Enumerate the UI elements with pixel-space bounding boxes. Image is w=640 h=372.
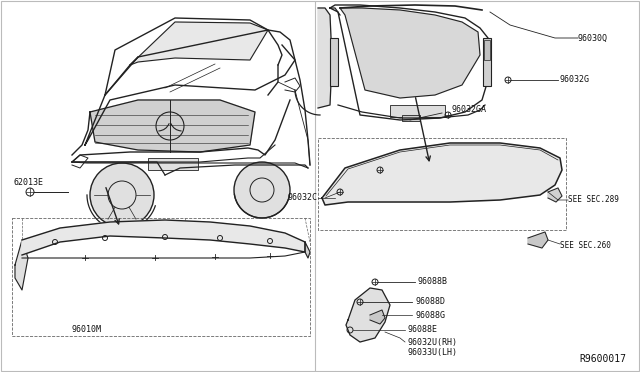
Polygon shape — [305, 242, 310, 258]
Bar — [12, 218, 310, 336]
Text: 96010M: 96010M — [72, 326, 102, 334]
Polygon shape — [15, 240, 28, 290]
Text: 96088B: 96088B — [418, 278, 448, 286]
Text: 96032C: 96032C — [288, 193, 318, 202]
Bar — [148, 158, 198, 170]
Text: 96088D: 96088D — [415, 298, 445, 307]
Bar — [483, 38, 491, 86]
Polygon shape — [130, 22, 268, 65]
Bar — [402, 115, 420, 121]
Circle shape — [90, 163, 154, 227]
Polygon shape — [318, 8, 332, 108]
Text: 96030Q: 96030Q — [578, 33, 608, 42]
Polygon shape — [90, 100, 255, 152]
Text: 96032GA: 96032GA — [452, 106, 487, 115]
Text: SEE SEC.289: SEE SEC.289 — [568, 196, 619, 205]
Polygon shape — [548, 188, 562, 202]
Text: 96032U(RH): 96032U(RH) — [408, 337, 458, 346]
Text: R9600017: R9600017 — [579, 354, 626, 364]
Bar — [484, 40, 490, 60]
Text: 96088G: 96088G — [415, 311, 445, 320]
Polygon shape — [22, 220, 305, 255]
Text: 96033U(LH): 96033U(LH) — [408, 347, 458, 356]
Polygon shape — [370, 310, 385, 324]
Bar — [330, 38, 338, 86]
Circle shape — [234, 162, 290, 218]
Text: 96032G: 96032G — [560, 76, 590, 84]
Bar — [390, 105, 445, 117]
Text: SEE SEC.260: SEE SEC.260 — [560, 241, 611, 250]
Bar — [318, 138, 566, 230]
Text: 96088E: 96088E — [408, 326, 438, 334]
Polygon shape — [322, 143, 562, 205]
Text: 62013E: 62013E — [14, 178, 44, 187]
Polygon shape — [340, 8, 480, 98]
Polygon shape — [528, 232, 548, 248]
Polygon shape — [346, 288, 390, 342]
